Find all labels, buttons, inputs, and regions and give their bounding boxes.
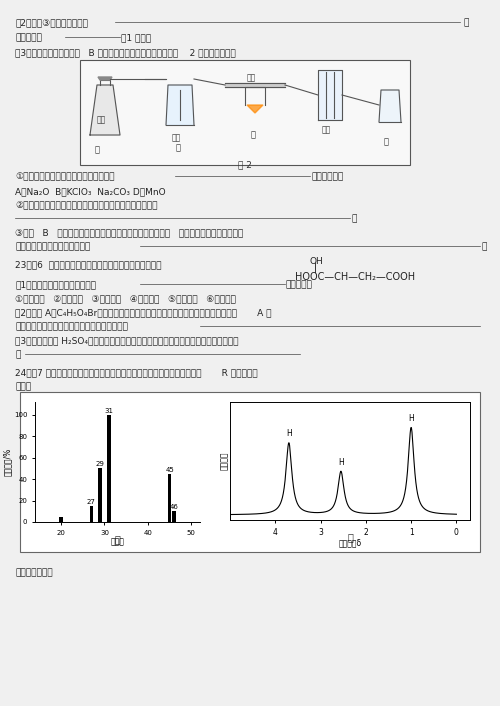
Y-axis label: 相对丰度/%: 相对丰度/%: [4, 448, 13, 476]
Text: （1）苹果酸不可能发生的反应有: （1）苹果酸不可能发生的反应有: [15, 280, 96, 289]
Polygon shape: [379, 90, 401, 122]
Text: 式: 式: [15, 350, 20, 359]
Y-axis label: 吸收强度: 吸收强度: [220, 452, 228, 470]
Text: ③物质   B   的催化氧化产物与酒石酸具有相同的特征反应，   将所得的氧化产物加到新制: ③物质 B 的催化氧化产物与酒石酸具有相同的特征反应， 将所得的氧化产物加到新制: [15, 228, 243, 237]
Polygon shape: [318, 70, 342, 120]
Text: 31: 31: [104, 408, 114, 414]
Polygon shape: [98, 77, 112, 80]
Text: （填字母）。: （填字母）。: [311, 172, 343, 181]
Text: 24．（7 分）某课题组的同学在实验室利用现代先进仪器，获得了某有机物       R 的相关图谱: 24．（7 分）某课题组的同学在实验室利用现代先进仪器，获得了某有机物 R 的相…: [15, 368, 258, 377]
Text: （2）物质 A（C₄H₅O₄Br）在一定条件下可发生水解反应，得到苹果酸和溴化氢，由       A 制: （2）物质 A（C₄H₅O₄Br）在一定条件下可发生水解反应，得到苹果酸和溴化氢…: [15, 308, 272, 317]
Text: ②实验过程中，丙装置玻璃弯管中发生反应的化学方程式为: ②实验过程中，丙装置玻璃弯管中发生反应的化学方程式为: [15, 200, 158, 209]
Text: 甲: 甲: [114, 534, 120, 544]
Text: ，: ，: [463, 18, 468, 27]
Bar: [80, 60, 410, 165]
Text: 乙: 乙: [176, 143, 181, 152]
Text: 丙: 丙: [251, 130, 256, 139]
Text: HOOC—CH—CH₂—COOH: HOOC—CH—CH₂—COOH: [295, 272, 415, 282]
Bar: [168, 474, 172, 522]
Text: 甲: 甲: [95, 145, 100, 154]
Polygon shape: [166, 85, 194, 125]
Text: 。: 。: [481, 242, 486, 251]
Text: H: H: [338, 457, 344, 467]
Text: （2）反应③的化学方程式为: （2）反应③的化学方程式为: [15, 18, 88, 27]
Text: A．Na₂O  B．KClO₃  Na₂CO₃ D．MnO: A．Na₂O B．KClO₃ Na₂CO₃ D．MnO: [15, 187, 166, 196]
Text: 丁: 丁: [384, 137, 389, 146]
X-axis label: 化学位移δ: 化学位移δ: [338, 538, 361, 547]
Text: 热水: 热水: [172, 133, 181, 142]
Bar: [90, 506, 93, 522]
Text: 27: 27: [87, 499, 96, 505]
Text: （1 分）。: （1 分）。: [121, 33, 151, 42]
X-axis label: 质荷比: 质荷比: [110, 537, 124, 546]
Text: （3）苹果酸在浓 H₂SO₄加热条件下可生成一种八元环状化合物，写出此反应的化学方程: （3）苹果酸在浓 H₂SO₄加热条件下可生成一种八元环状化合物，写出此反应的化学…: [15, 336, 238, 345]
Text: 乙醇: 乙醇: [97, 115, 106, 124]
Text: ①加成反应   ②氧化反应   ③加聚反应   ④氧化反应   ⑤消去反应   ⑥取代反应: ①加成反应 ②氧化反应 ③加聚反应 ④氧化反应 ⑤消去反应 ⑥取代反应: [15, 294, 236, 303]
Bar: [107, 415, 110, 522]
Text: ①装置甲锥形瓶中盛放的固体药品可能为: ①装置甲锥形瓶中盛放的固体药品可能为: [15, 172, 114, 181]
Polygon shape: [247, 105, 263, 113]
Text: OH: OH: [310, 257, 324, 266]
Text: H: H: [286, 429, 292, 438]
Text: 铜网: 铜网: [247, 73, 256, 82]
Text: 图 2: 图 2: [238, 160, 252, 169]
Text: 回答下列问题：: 回答下列问题：: [15, 568, 52, 577]
Text: （填序号）: （填序号）: [286, 280, 313, 289]
Text: 反应类型：: 反应类型：: [15, 33, 42, 42]
Text: H: H: [408, 414, 414, 422]
Text: 。: 。: [351, 214, 356, 223]
Bar: [20, 392, 480, 552]
Polygon shape: [225, 83, 285, 87]
Text: 乙: 乙: [347, 532, 353, 542]
Bar: [98, 468, 102, 522]
Text: 取苹果酸的化学方程式是（有机物写结构简式）: 取苹果酸的化学方程式是（有机物写结构简式）: [15, 322, 128, 331]
Text: 23．（6  分）苹果酸是一种常见的有机酸，其结构简式为: 23．（6 分）苹果酸是一种常见的有机酸，其结构简式为: [15, 260, 162, 269]
Polygon shape: [90, 85, 120, 135]
Text: 46: 46: [170, 504, 178, 510]
Text: 冷水: 冷水: [322, 125, 331, 134]
Bar: [60, 517, 63, 522]
Text: 45: 45: [165, 467, 174, 473]
Text: 如下：: 如下：: [15, 382, 31, 391]
Text: 氢氧化铜悬浊液中加热，现象为: 氢氧化铜悬浊液中加热，现象为: [15, 242, 90, 251]
Bar: [172, 511, 176, 522]
Text: 29: 29: [96, 461, 104, 467]
Text: （3）某学习小组设计物质   B 催化氧化的实验装置如下，根据图    2 装置回答问题。: （3）某学习小组设计物质 B 催化氧化的实验装置如下，根据图 2 装置回答问题。: [15, 48, 236, 57]
